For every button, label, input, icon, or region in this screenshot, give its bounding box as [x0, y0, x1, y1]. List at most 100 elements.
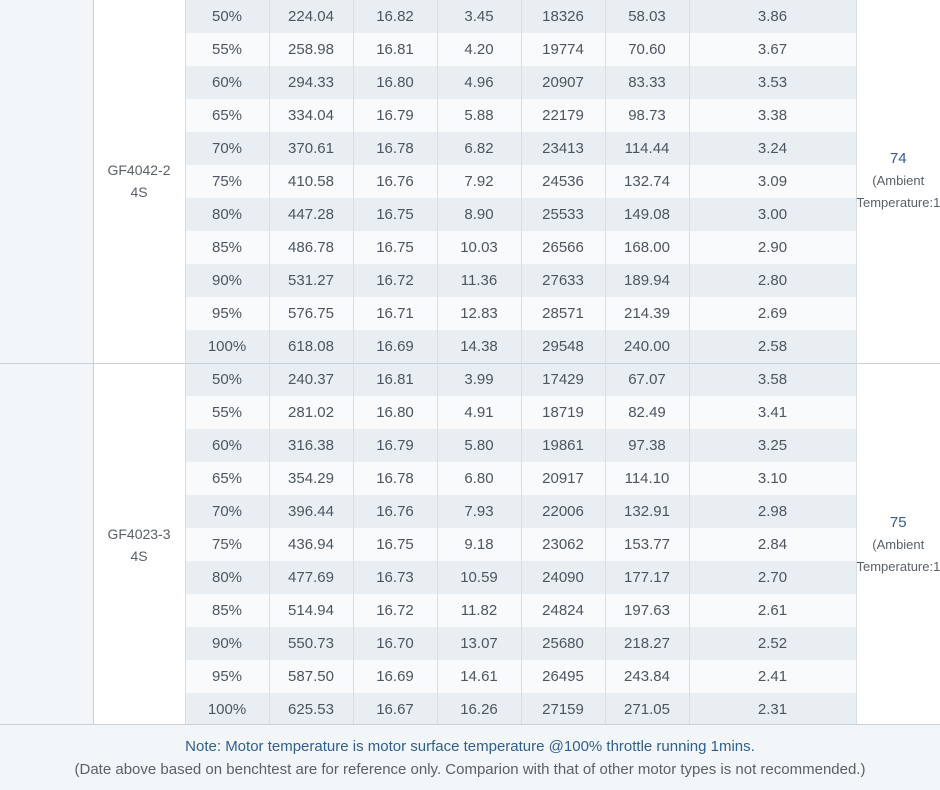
power-cell: 132.74 [605, 165, 689, 198]
rpm-cell: 18719 [521, 396, 605, 429]
ambient-temperature: Temperature:19°C) [857, 192, 940, 214]
thrust-cell: 486.78 [269, 231, 353, 264]
rpm-cell: 28571 [521, 297, 605, 330]
rpm-cell: 24536 [521, 165, 605, 198]
rpm-cell: 19861 [521, 429, 605, 462]
current-cell: 6.80 [437, 462, 521, 495]
current-cell: 10.03 [437, 231, 521, 264]
voltage-cell: 16.75 [353, 231, 437, 264]
efficiency-cell: 2.52 [689, 627, 856, 660]
efficiency-cell: 2.61 [689, 594, 856, 627]
voltage-cell: 16.75 [353, 198, 437, 231]
voltage-cell: 16.79 [353, 99, 437, 132]
current-cell: 6.82 [437, 132, 521, 165]
voltage-cell: 16.73 [353, 561, 437, 594]
efficiency-cell: 2.41 [689, 660, 856, 693]
blank-column [0, 363, 93, 726]
power-cell: 132.91 [605, 495, 689, 528]
thrust-cell: 316.38 [269, 429, 353, 462]
current-cell: 7.93 [437, 495, 521, 528]
current-cell: 14.61 [437, 660, 521, 693]
current-cell: 5.88 [437, 99, 521, 132]
throttle-cell: 65% [185, 462, 269, 495]
thrust-cell: 618.08 [269, 330, 353, 363]
current-cell: 4.20 [437, 33, 521, 66]
thrust-cell: 354.29 [269, 462, 353, 495]
current-cell: 11.36 [437, 264, 521, 297]
power-cell: 67.07 [605, 363, 689, 396]
throttle-cell: 75% [185, 165, 269, 198]
throttle-cell: 90% [185, 264, 269, 297]
throttle-cell: 50% [185, 0, 269, 33]
rpm-cell: 29548 [521, 330, 605, 363]
efficiency-cell: 3.41 [689, 396, 856, 429]
thrust-cell: 410.58 [269, 165, 353, 198]
power-cell: 98.73 [605, 99, 689, 132]
blank-column [0, 0, 93, 363]
ambient-label: (Ambient [857, 170, 940, 192]
voltage-cell: 16.78 [353, 132, 437, 165]
temperature-value: 74 [857, 148, 940, 170]
power-cell: 177.17 [605, 561, 689, 594]
voltage-cell: 16.69 [353, 330, 437, 363]
throttle-cell: 100% [185, 693, 269, 726]
rpm-cell: 27633 [521, 264, 605, 297]
rpm-cell: 25533 [521, 198, 605, 231]
current-cell: 12.83 [437, 297, 521, 330]
current-cell: 4.91 [437, 396, 521, 429]
voltage-cell: 16.72 [353, 594, 437, 627]
rpm-cell: 26495 [521, 660, 605, 693]
efficiency-cell: 2.90 [689, 231, 856, 264]
throttle-cell: 70% [185, 495, 269, 528]
voltage-cell: 16.76 [353, 165, 437, 198]
throttle-cell: 75% [185, 528, 269, 561]
power-cell: 58.03 [605, 0, 689, 33]
current-cell: 9.18 [437, 528, 521, 561]
rpm-cell: 24824 [521, 594, 605, 627]
thrust-cell: 447.28 [269, 198, 353, 231]
rpm-cell: 22179 [521, 99, 605, 132]
throttle-cell: 100% [185, 330, 269, 363]
rpm-cell: 23062 [521, 528, 605, 561]
power-cell: 189.94 [605, 264, 689, 297]
rpm-cell: 19774 [521, 33, 605, 66]
current-cell: 8.90 [437, 198, 521, 231]
throttle-cell: 80% [185, 198, 269, 231]
voltage-cell: 16.80 [353, 66, 437, 99]
motor-battery-config: 4S [94, 545, 185, 567]
throttle-cell: 95% [185, 660, 269, 693]
thrust-cell: 281.02 [269, 396, 353, 429]
rpm-cell: 22006 [521, 495, 605, 528]
throttle-cell: 85% [185, 231, 269, 264]
motor-battery-config: 4S [94, 181, 185, 203]
throttle-cell: 70% [185, 132, 269, 165]
throttle-cell: 90% [185, 627, 269, 660]
thrust-cell: 436.94 [269, 528, 353, 561]
note-disclaimer: (Date above based on benchtest are for r… [0, 761, 940, 778]
voltage-cell: 16.69 [353, 660, 437, 693]
thrust-cell: 240.37 [269, 363, 353, 396]
current-cell: 10.59 [437, 561, 521, 594]
efficiency-cell: 2.31 [689, 693, 856, 726]
power-cell: 114.44 [605, 132, 689, 165]
thrust-cell: 396.44 [269, 495, 353, 528]
thrust-cell: 224.04 [269, 0, 353, 33]
voltage-cell: 16.71 [353, 297, 437, 330]
efficiency-cell: 3.09 [689, 165, 856, 198]
thrust-cell: 576.75 [269, 297, 353, 330]
efficiency-cell: 3.58 [689, 363, 856, 396]
thrust-cell: 625.53 [269, 693, 353, 726]
voltage-cell: 16.78 [353, 462, 437, 495]
throttle-cell: 95% [185, 297, 269, 330]
thrust-cell: 477.69 [269, 561, 353, 594]
power-cell: 97.38 [605, 429, 689, 462]
thrust-cell: 294.33 [269, 66, 353, 99]
power-cell: 240.00 [605, 330, 689, 363]
throttle-cell: 60% [185, 66, 269, 99]
